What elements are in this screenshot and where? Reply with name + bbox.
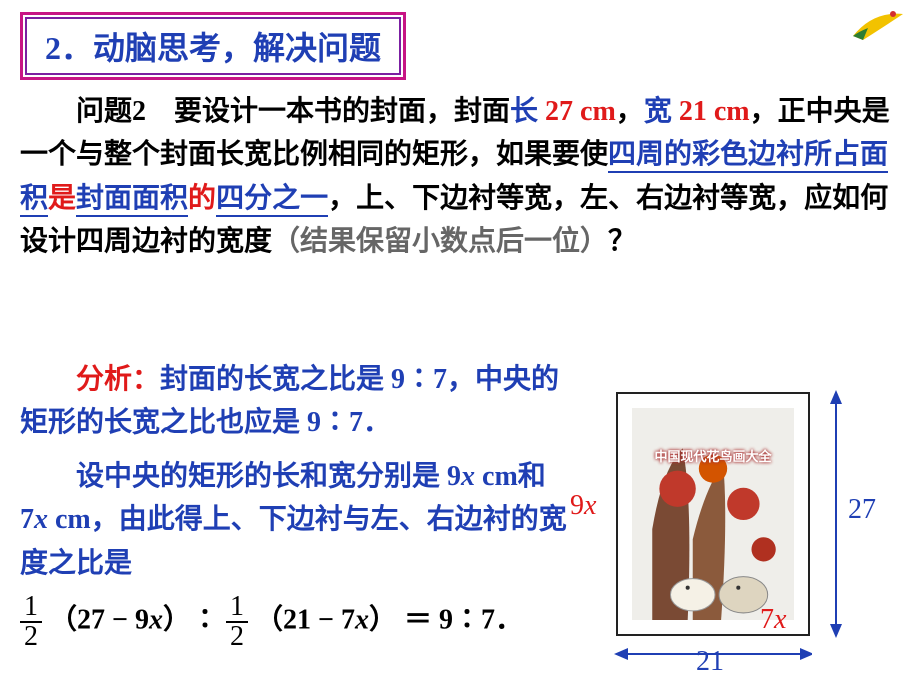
analysis-block: 分析：封面的长宽之比是 9∶7，中央的矩形的长宽之比也应是 9∶7． 设中央的矩… — [20, 358, 580, 651]
problem-text: 问题2 要设计一本书的封面，封面长 27 cm，宽 21 cm，正中央是一个与整… — [20, 90, 900, 264]
underline-cover-area: 封面面积 — [76, 183, 188, 217]
long-value: 27 cm — [538, 96, 616, 127]
problem-note: （结果保留小数点后一位） — [272, 226, 608, 257]
cover-inner-rect: 中国现代花鸟画大全 — [632, 408, 794, 620]
ratio-1: 9∶7 — [391, 364, 447, 395]
height-label: 27 — [848, 494, 876, 526]
fraction-half-2: 1 2 — [226, 593, 248, 651]
book-cover-diagram: 中国现代花鸟画大全 9x 7x 27 21 — [600, 380, 900, 680]
cover-outer-rect: 中国现代花鸟画大全 — [616, 392, 810, 636]
inner-width-label: 7x — [760, 604, 786, 636]
wide-value: 21 cm — [672, 96, 750, 127]
section-heading-box: 2．动脑思考，解决问题 — [20, 12, 406, 80]
width-label: 21 — [696, 646, 724, 678]
corner-brush-icon — [848, 6, 908, 46]
painting-icon — [632, 408, 794, 620]
problem-lead: 问题2 要设计一本书的封面，封面 — [76, 96, 510, 127]
inner-height-label: 9x — [570, 490, 596, 522]
section-heading: 2．动脑思考，解决问题 — [25, 17, 401, 75]
long-label: 长 — [510, 96, 538, 127]
ratio-2: 9∶7 — [307, 407, 363, 438]
analysis-label: 分析： — [76, 364, 160, 395]
wide-label: 宽 — [644, 96, 672, 127]
underline-quarter: 四分之一 — [216, 183, 328, 217]
painting-title: 中国现代花鸟画大全 — [632, 446, 794, 465]
fraction-half-1: 1 2 — [20, 593, 42, 651]
brush-icon — [848, 6, 908, 46]
